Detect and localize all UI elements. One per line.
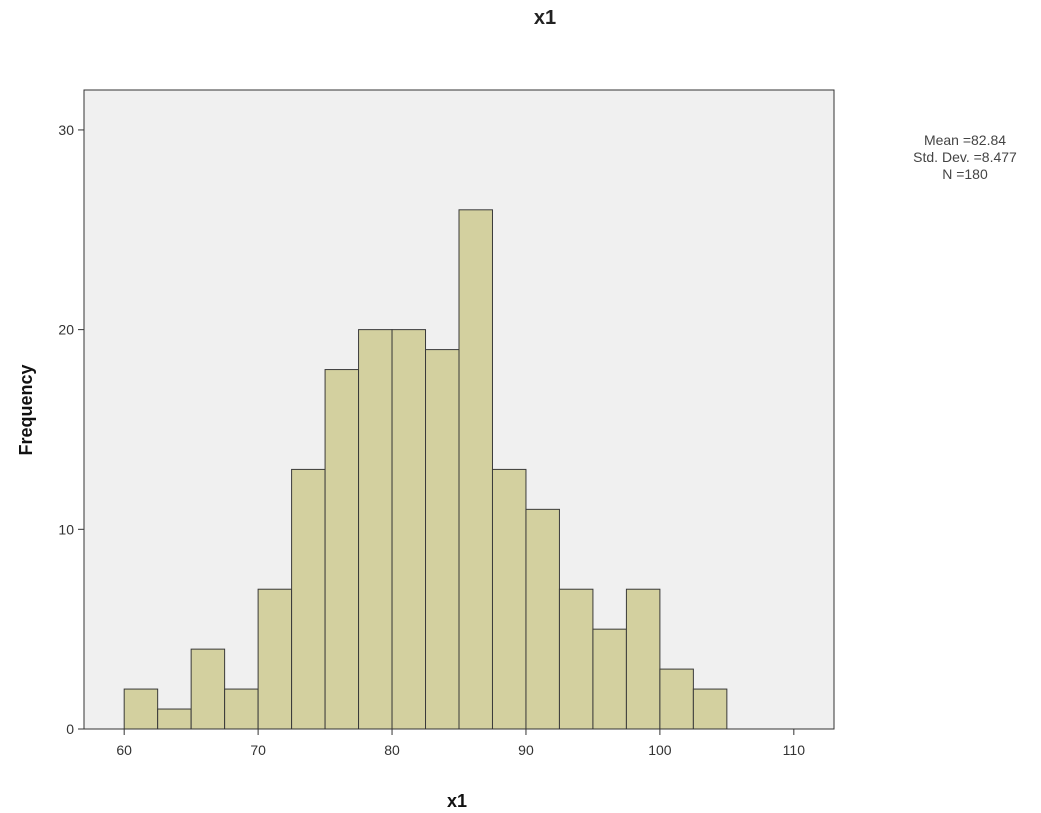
x-tick-label: 80	[384, 742, 400, 758]
axes: 0 10 20 30 60 70 80 90 100 110	[58, 90, 834, 758]
histogram-bar	[558, 588, 594, 730]
std-dev-text: Std. Dev. =8.477	[913, 149, 1017, 165]
histogram-bar	[625, 588, 661, 730]
x-tick-label: 100	[648, 742, 672, 758]
histogram-bar	[592, 628, 627, 730]
y-tick-label: 0	[66, 721, 74, 737]
histogram-bar	[157, 708, 192, 730]
histogram-bar	[391, 329, 427, 730]
y-tick-label: 10	[58, 521, 74, 537]
histogram-bar	[224, 688, 259, 730]
histogram-bar	[491, 468, 527, 730]
histogram-bar	[324, 369, 360, 730]
histogram-bar	[425, 349, 460, 730]
histogram-bar	[525, 508, 560, 730]
histogram-bar	[190, 648, 226, 730]
x-tick-label: 90	[518, 742, 534, 758]
chart-title: x1	[534, 7, 556, 29]
mean-text: Mean =82.84	[924, 132, 1006, 148]
x-tick-label: 110	[783, 742, 806, 758]
histogram-bar	[291, 468, 326, 730]
histogram-bar	[659, 668, 694, 730]
histogram-bar	[257, 588, 293, 730]
bar-group	[123, 209, 728, 730]
y-axis-title: Frequency	[16, 364, 36, 455]
statistics-box: Mean =82.84 Std. Dev. =8.477 N =180	[913, 132, 1017, 182]
x-axis-title: x1	[447, 791, 467, 811]
x-tick-label: 60	[116, 742, 132, 758]
y-tick-label: 30	[58, 122, 74, 138]
histogram-bar	[123, 688, 159, 730]
histogram-bar	[692, 688, 728, 730]
histogram-bar	[458, 209, 493, 730]
histogram-bar	[358, 329, 393, 730]
y-tick-label: 20	[58, 322, 74, 338]
n-text: N =180	[942, 166, 988, 182]
x-tick-label: 70	[250, 742, 266, 758]
